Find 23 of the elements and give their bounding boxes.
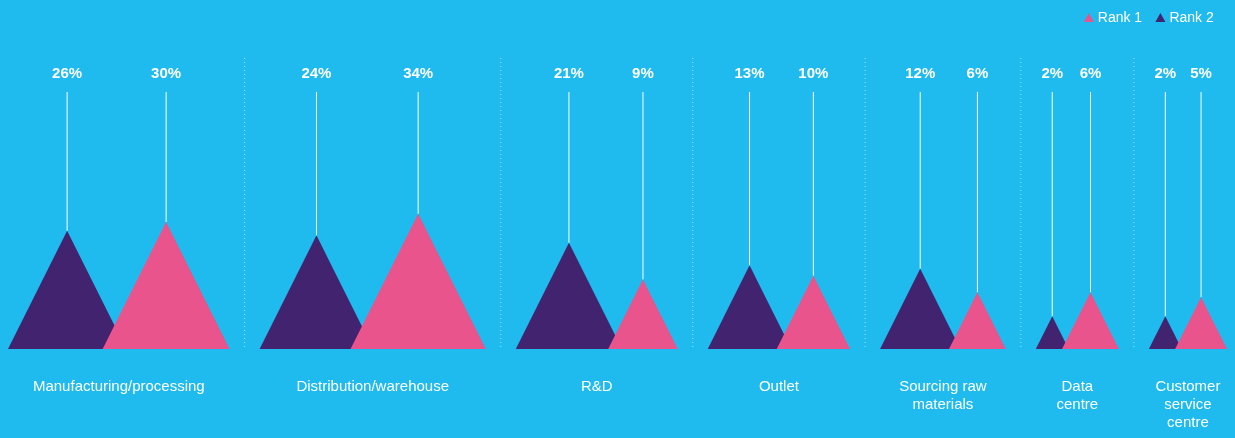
data-label: 26% bbox=[52, 64, 83, 81]
data-label: 9% bbox=[632, 64, 654, 81]
category-label: Customer service centre bbox=[1155, 377, 1221, 430]
legend-label: Rank 1 bbox=[1097, 9, 1143, 25]
category-label: Distribution/warehouse bbox=[296, 377, 450, 394]
data-label: 2% bbox=[1154, 64, 1177, 81]
data-label: 10% bbox=[798, 64, 829, 81]
data-label: 2% bbox=[1041, 64, 1064, 81]
category-label: Outlet bbox=[758, 377, 800, 394]
category-label: R&D bbox=[580, 377, 613, 394]
data-label: 30% bbox=[151, 64, 182, 81]
data-label: 5% bbox=[1190, 64, 1212, 81]
category-label: Data centre bbox=[1056, 377, 1099, 412]
data-label: 21% bbox=[553, 64, 584, 81]
data-label: 13% bbox=[734, 64, 765, 81]
data-label: 24% bbox=[301, 64, 332, 81]
data-label: 6% bbox=[1079, 64, 1102, 81]
data-label: 34% bbox=[403, 64, 434, 81]
category-label: Sourcing raw materials bbox=[899, 377, 987, 412]
data-label: 12% bbox=[905, 64, 936, 81]
legend-label: Rank 2 bbox=[1169, 9, 1214, 25]
data-label: 6% bbox=[966, 64, 989, 81]
category-label: Manufacturing/processing bbox=[32, 377, 205, 394]
